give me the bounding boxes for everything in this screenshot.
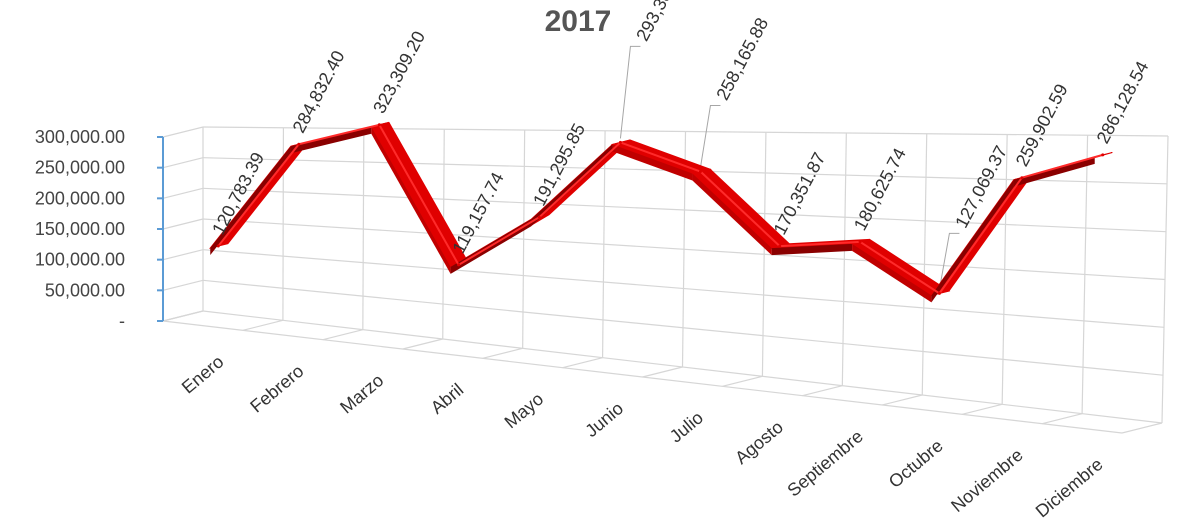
x-tick-label: Julio <box>666 407 707 446</box>
data-point <box>457 263 461 267</box>
x-tick-label: Junio <box>581 398 627 441</box>
ribbon-front-segment <box>852 243 932 303</box>
x-tick-label: Septiembre <box>783 426 866 500</box>
y-tick-label: 250,000.00 <box>35 158 125 178</box>
ribbon-front-segment <box>290 126 372 154</box>
data-point <box>1101 153 1105 157</box>
data-label: 323,309.20 <box>369 28 429 117</box>
gridline-floor <box>962 403 1003 415</box>
x-tick-label: Diciembre <box>1032 454 1107 521</box>
ribbon-front-segment <box>771 243 853 256</box>
ribbon-highlight <box>217 123 1103 295</box>
y-tick-label: - <box>119 311 125 331</box>
ribbon-front-segment <box>692 173 772 256</box>
data-label: 259,902.59 <box>1012 81 1072 170</box>
y-tick-label: 50,000.00 <box>45 280 125 300</box>
gridline-vertical <box>1161 135 1169 424</box>
data-label: 127,069.37 <box>951 142 1011 231</box>
y-tick-label: 300,000.00 <box>35 127 125 147</box>
ribbon-front-segment <box>210 146 291 256</box>
gridline-depth <box>162 187 204 199</box>
gridline-floor <box>162 310 204 322</box>
gridline-floor <box>1041 413 1083 425</box>
x-tick-label: Enero <box>178 351 228 397</box>
x-tick-label: Abril <box>427 379 467 417</box>
x-tick-label: Noviembre <box>947 445 1027 516</box>
data-point <box>377 123 381 127</box>
gridline-floor <box>402 338 443 350</box>
y-axis-ticks: - 50,000.00 100,000.00 150,000.00 200,000.00… <box>35 127 164 331</box>
gridline-depth <box>162 126 204 138</box>
leader-line <box>699 105 721 168</box>
data-point <box>937 291 941 295</box>
data-label: 170,351.87 <box>770 149 830 238</box>
data-point <box>698 170 702 174</box>
gridline-vertical <box>921 133 928 396</box>
gridline-floor <box>882 394 923 406</box>
data-point <box>297 142 301 146</box>
data-label: 284,832.40 <box>289 47 349 136</box>
gridline-vertical <box>1001 134 1008 405</box>
x-tick-label: Marzo <box>336 370 387 417</box>
data-label: 258,165.88 <box>712 14 772 103</box>
y-tick-label: 150,000.00 <box>35 219 125 239</box>
series-line <box>208 121 1113 303</box>
gridline-depth <box>162 218 204 230</box>
gridline-vertical <box>522 129 526 349</box>
gridline-depth <box>162 157 204 169</box>
gridline-floor <box>242 319 284 331</box>
data-point <box>618 140 622 144</box>
gridline-floor <box>722 375 763 387</box>
leader-line <box>938 232 960 290</box>
x-tick-label: Agosto <box>731 417 787 468</box>
chart-title: 2017 <box>545 5 612 38</box>
gridline-floor <box>562 357 603 369</box>
data-point <box>1020 176 1024 180</box>
gridlines <box>162 126 1169 434</box>
ribbon-front-segment <box>371 126 451 274</box>
data-label: 293,384.60 <box>632 0 692 44</box>
ribbon-front-segment <box>931 179 1014 303</box>
x-tick-label: Febrero <box>246 361 307 417</box>
y-tick-label: 100,000.00 <box>35 250 125 270</box>
gridline-vertical <box>1081 135 1089 414</box>
gridline-depth <box>162 249 204 261</box>
data-label: 180,625.74 <box>850 145 910 234</box>
gridline-depth <box>162 279 204 291</box>
gridline-floor <box>642 366 683 378</box>
gridline-vertical <box>841 132 847 386</box>
data-point <box>778 244 782 248</box>
gridline-floor <box>482 347 523 359</box>
x-tick-label: Octubre <box>885 435 947 491</box>
data-point <box>537 215 541 219</box>
floor-front-edge <box>162 320 1123 434</box>
leader-line <box>619 45 641 139</box>
data-label: 286,128.54 <box>1093 58 1153 147</box>
gridline-floor <box>802 385 843 397</box>
data-point <box>216 244 220 248</box>
y-tick-label: 200,000.00 <box>35 188 125 208</box>
gridline-floor <box>322 329 363 341</box>
gridline-vertical <box>601 130 606 358</box>
ribbon-front-segment <box>1013 156 1095 187</box>
gridline-vertical <box>362 128 365 330</box>
gridline-vertical <box>761 132 767 377</box>
ribbon-front-segment <box>612 144 693 181</box>
data-point <box>858 240 862 244</box>
x-tick-label: Mayo <box>501 389 548 433</box>
leader-lines <box>619 45 960 290</box>
gridline-floor <box>1121 422 1163 434</box>
